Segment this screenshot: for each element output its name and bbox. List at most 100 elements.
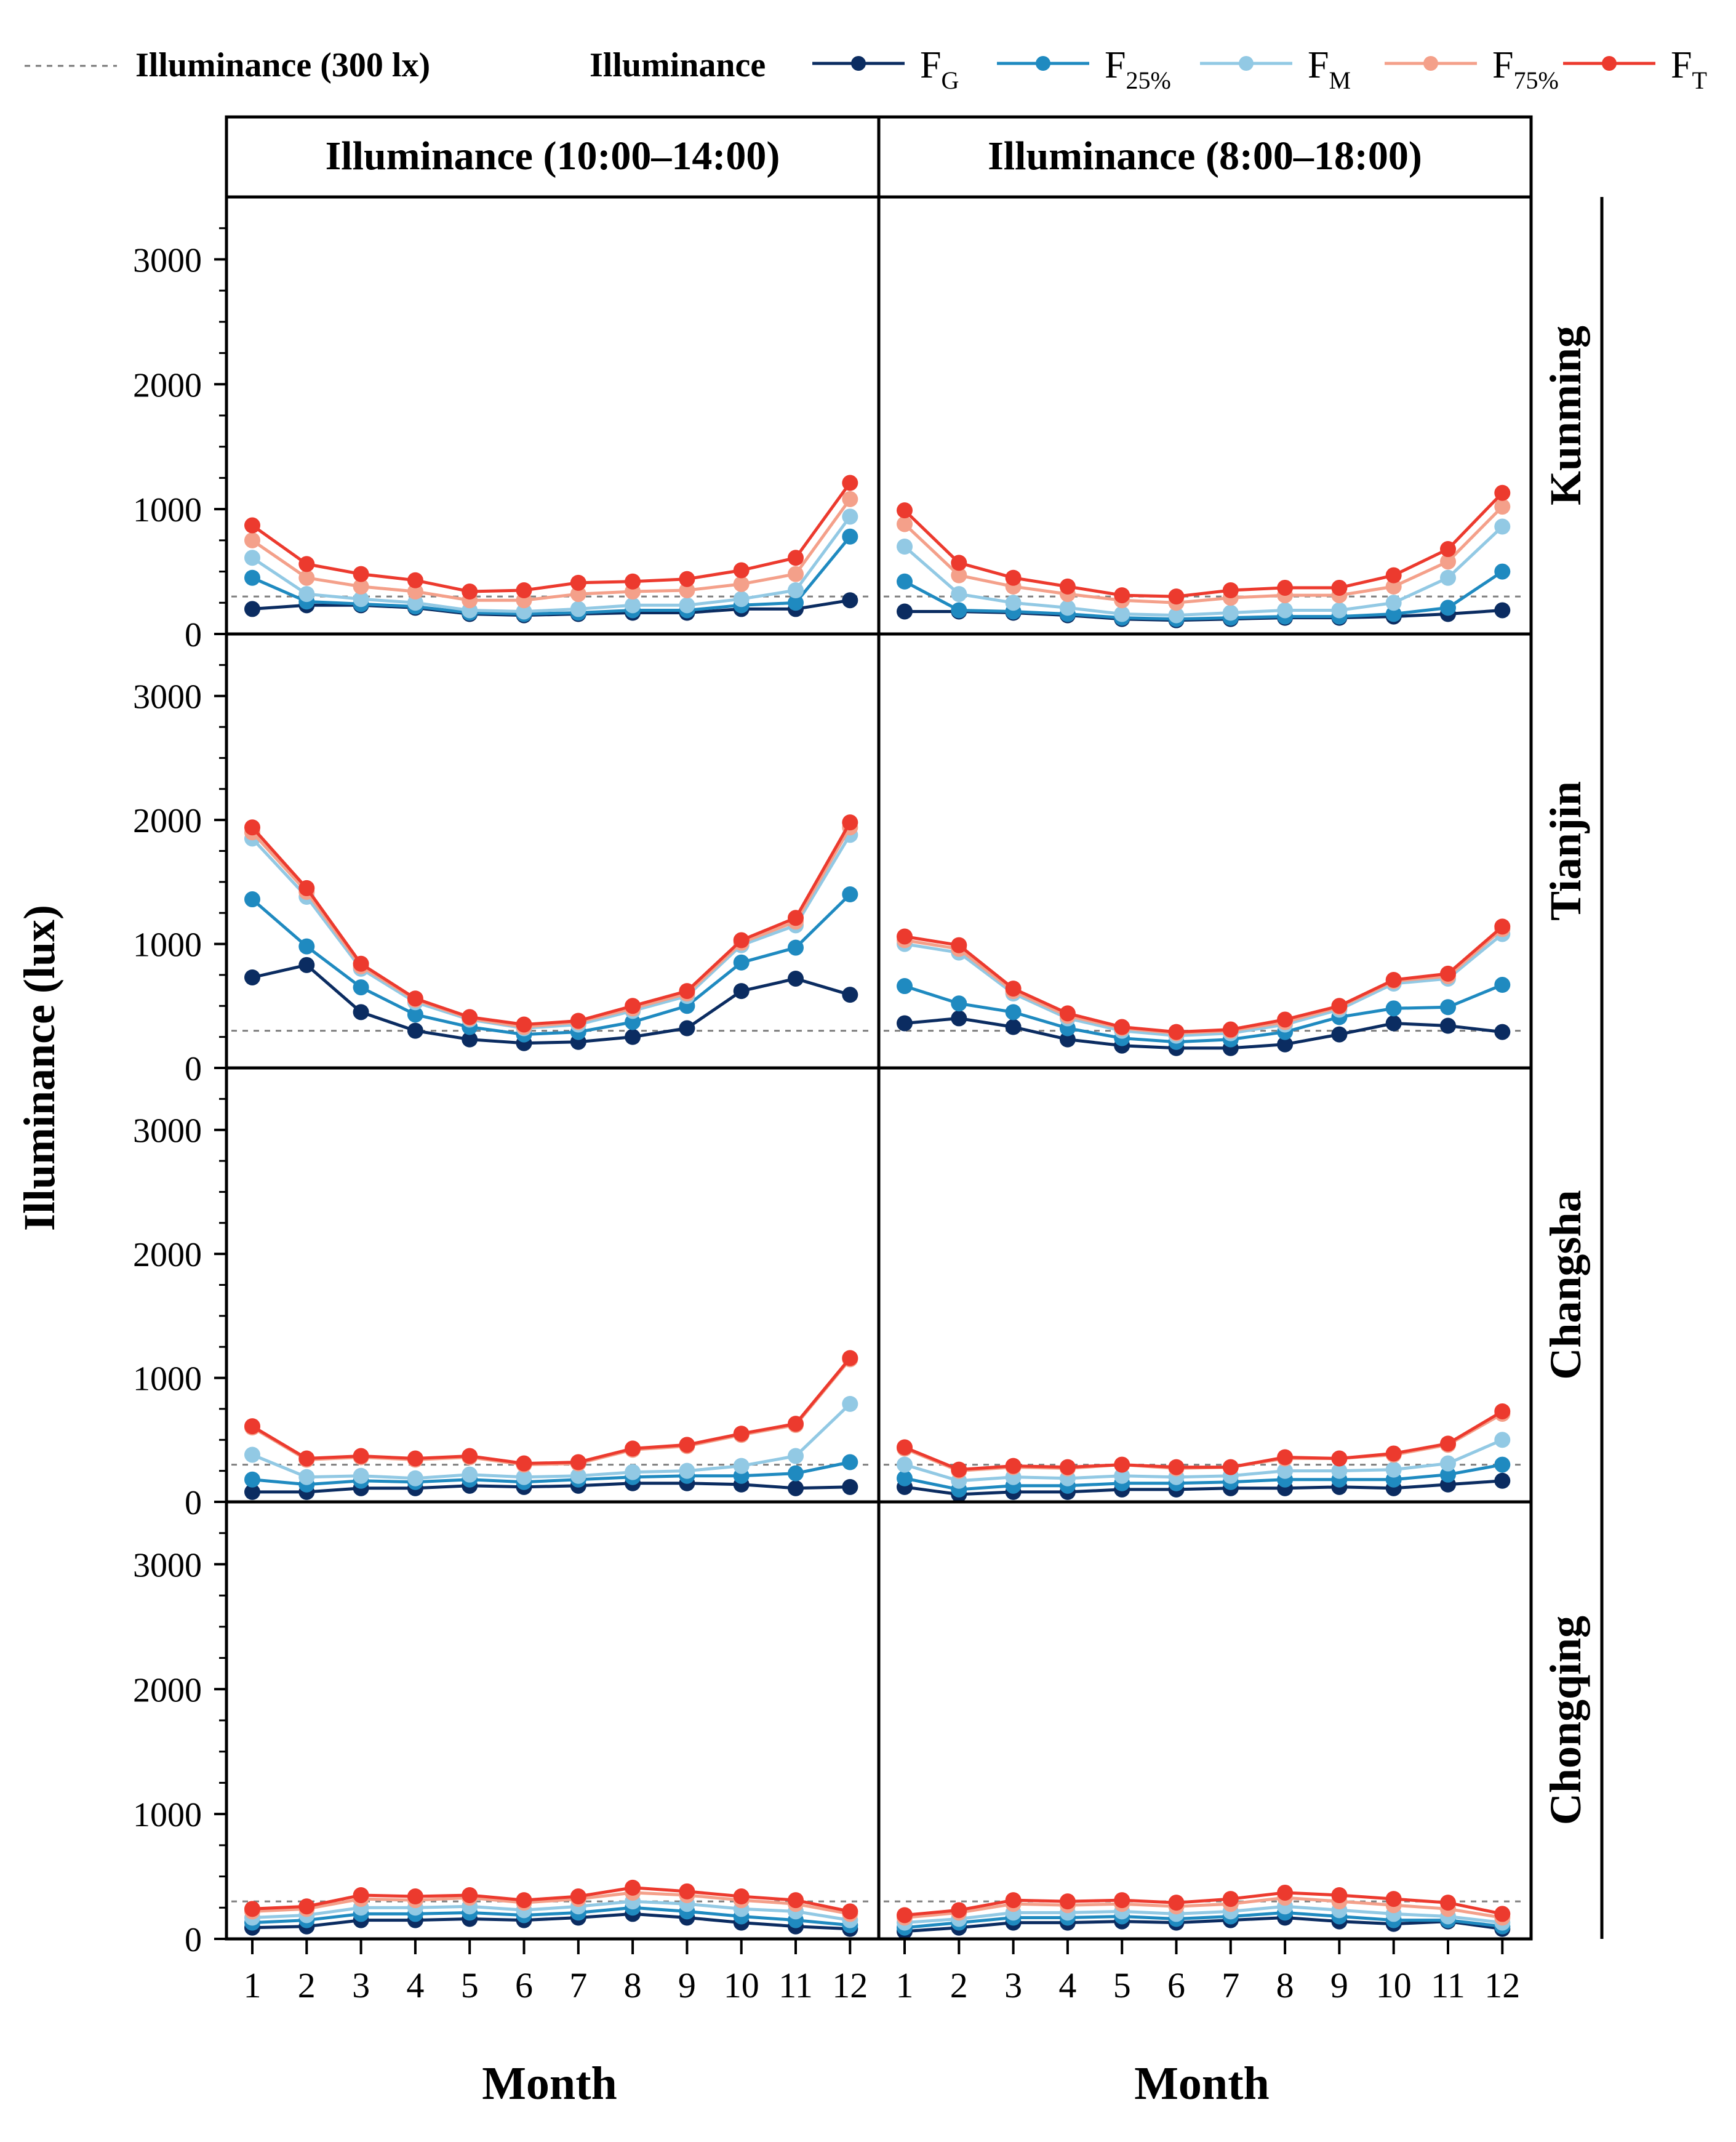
data-point-F75 [570, 586, 586, 603]
series-line-FT [251, 821, 852, 1027]
data-point-FM [1494, 518, 1511, 535]
x-tick-label: 4 [1058, 1965, 1076, 2005]
data-point-FT [1222, 1891, 1239, 1907]
series-line-FT [904, 1891, 1503, 1917]
series-line-F75 [903, 505, 1504, 604]
data-point-FT [679, 571, 695, 587]
x-tick-label: 4 [406, 1965, 424, 2005]
data-point-FT [1277, 1884, 1294, 1901]
series-line-FG [904, 1479, 1503, 1496]
legend-label-base-FM: F [1308, 44, 1329, 86]
data-point-F25 [244, 569, 260, 586]
data-point-FG [788, 1480, 804, 1496]
data-point-F75 [353, 578, 369, 595]
series-line-F25 [252, 1461, 850, 1486]
legend: Illuminance (300 lx) Illuminance FG F25% FM F… [25, 44, 1707, 94]
data-point-FT [1440, 1895, 1456, 1911]
data-point-FT [842, 1350, 858, 1366]
data-point-FM [407, 595, 423, 611]
series-line-FM [903, 525, 1504, 617]
data-point-FM [679, 597, 695, 614]
panels [231, 475, 1526, 1939]
legend-label-sub-FM: M [1329, 66, 1351, 94]
data-point-FG [625, 1029, 641, 1045]
data-point-FT [298, 880, 315, 896]
data-point-FT [1385, 971, 1402, 988]
data-point-F25 [788, 939, 804, 956]
data-point-FT [1331, 1887, 1348, 1903]
legend-entry-F25: F25% [997, 44, 1171, 94]
data-point-FT [1168, 588, 1185, 605]
series-line-F75 [251, 1358, 852, 1467]
data-point-FT [570, 1454, 586, 1470]
x-axis-title: Month [482, 2058, 617, 2109]
data-point-FT [1222, 1021, 1239, 1038]
x-tick-label: 2 [298, 1965, 316, 2005]
data-point-FT [733, 562, 750, 579]
series-line-F25 [251, 536, 852, 616]
data-point-FG [462, 1031, 478, 1048]
data-point-FT [1440, 1435, 1456, 1452]
data-point-F25 [1440, 999, 1456, 1016]
data-point-FT [733, 1888, 750, 1905]
series-line-FT [251, 1357, 852, 1466]
panel-chongqing-2 [884, 1884, 1526, 1939]
data-point-FG [733, 983, 750, 1000]
data-point-FT [1494, 1403, 1511, 1419]
data-point-FT [788, 910, 804, 926]
data-point-FM [1440, 569, 1456, 586]
y-tick-label: 3000 [133, 241, 202, 279]
data-point-FT [407, 1450, 423, 1467]
data-point-FG [1494, 1472, 1511, 1489]
data-point-F25 [1494, 1456, 1511, 1473]
x-tick-label: 1 [896, 1965, 914, 2005]
series-line-F25 [904, 983, 1503, 1044]
data-point-FM [733, 591, 750, 608]
data-point-FT [1059, 578, 1076, 595]
legend-label-base-FG: F [920, 44, 941, 86]
x-tick-label: 8 [624, 1965, 642, 2005]
data-point-FT [951, 1461, 967, 1478]
data-point-FT [298, 556, 315, 572]
data-point-F25 [353, 979, 369, 996]
data-point-FM [1168, 607, 1185, 624]
data-point-F75 [298, 569, 315, 586]
data-point-FT [1277, 1011, 1294, 1028]
legend-marker-FM [1239, 56, 1254, 71]
legend-label-base-F75: F [1492, 44, 1513, 86]
x-tick-label: 7 [569, 1965, 587, 2005]
data-point-FM [353, 1467, 369, 1484]
data-point-FM [570, 1467, 586, 1484]
data-point-FM [1005, 595, 1022, 611]
data-point-FT [462, 1887, 478, 1903]
series-line-F25 [904, 1463, 1503, 1491]
data-point-FG [679, 1020, 695, 1037]
data-point-F25 [842, 528, 858, 545]
series-line-FG [252, 963, 851, 1045]
x-tick-label: 5 [1113, 1965, 1131, 2005]
data-point-FT [407, 572, 423, 588]
data-point-FT [462, 1009, 478, 1025]
data-point-FT [788, 1892, 804, 1909]
data-point-FM [1222, 604, 1239, 621]
data-point-FT [897, 928, 913, 945]
data-point-FM [1331, 1462, 1348, 1479]
data-point-FT [679, 983, 695, 1000]
data-point-F75 [788, 566, 804, 582]
data-point-FT [1385, 567, 1402, 584]
series-line-FT [904, 925, 1503, 1034]
data-point-FT [244, 517, 260, 534]
x-tick-label: 1 [244, 1965, 262, 2005]
legend-marker-FG [851, 56, 866, 71]
data-point-FM [1059, 600, 1076, 616]
x-axis-title: Month [1134, 2058, 1270, 2109]
data-point-FT [1114, 1456, 1130, 1473]
legend-label-base-FT: F [1671, 44, 1692, 86]
data-point-FG [842, 592, 858, 609]
data-point-FT [570, 1888, 586, 1905]
data-point-FT [625, 573, 641, 590]
x-tick-label: 2 [950, 1965, 968, 2005]
legend-marker-F25 [1036, 56, 1050, 71]
panel-tianjin-1 [231, 814, 874, 1051]
